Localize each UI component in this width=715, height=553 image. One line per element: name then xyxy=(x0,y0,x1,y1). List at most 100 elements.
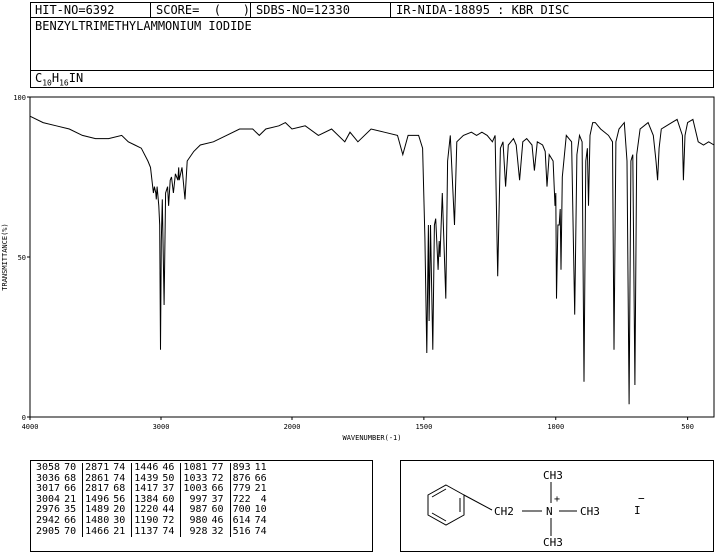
peak-transmittance: 72 xyxy=(160,515,182,527)
peak-wavenumber: 1439 xyxy=(134,472,159,484)
y-tick-label: 50 xyxy=(18,254,26,262)
peak-wavenumber: 1446 xyxy=(134,462,159,473)
peak-transmittance: 21 xyxy=(254,483,267,495)
peak-wavenumber: 2976 xyxy=(36,504,61,516)
peak-wavenumber: 928 xyxy=(189,525,208,537)
x-tick-label: 2000 xyxy=(284,423,301,431)
hit-number: HIT-NO=6392 xyxy=(35,3,115,17)
peak-transmittance: 4 xyxy=(260,493,267,505)
peak-wavenumber: 876 xyxy=(232,472,251,484)
molecular-formula: C10H16IN xyxy=(35,71,84,88)
ch3-right-label: CH3 xyxy=(580,505,600,518)
peak-wavenumber: 2861 xyxy=(85,472,110,484)
peak-row: 3058 70 2871 74 1446 46 1081 77 893 11 xyxy=(34,462,269,474)
peak-transmittance: 37 xyxy=(160,484,182,495)
peak-wavenumber: 1417 xyxy=(134,483,159,495)
x-tick-label: 500 xyxy=(681,423,694,431)
peak-row: 3004 21 1496 56 1384 60 997 37 722 4 xyxy=(34,493,269,506)
peak-transmittance: 46 xyxy=(160,462,182,474)
peak-table: 3058 70 2871 74 1446 46 1081 77 893 11 3036 68 2861 7… xyxy=(34,462,269,538)
ch3-top-label: CH3 xyxy=(543,469,563,482)
peak-row: 2976 35 1489 20 1220 44 987 60 700 10 xyxy=(34,505,269,516)
peak-transmittance: 50 xyxy=(160,473,182,485)
peak-wavenumber: 516 xyxy=(232,525,251,537)
header-divider-bottom xyxy=(30,70,714,71)
peak-wavenumber: 614 xyxy=(232,514,251,526)
peak-transmittance: 68 xyxy=(62,473,84,485)
structure-diagram: CH3 CH2 N + CH3 CH3 I − xyxy=(427,469,645,549)
peak-transmittance: 21 xyxy=(62,494,84,506)
peak-wavenumber: 1137 xyxy=(134,525,159,537)
peak-wavenumber: 2942 xyxy=(36,514,61,526)
peak-wavenumber: 997 xyxy=(189,493,208,505)
peak-transmittance: 70 xyxy=(62,526,84,538)
peak-transmittance: 56 xyxy=(111,494,133,506)
header-sep-2 xyxy=(250,2,251,18)
peak-transmittance: 37 xyxy=(209,494,231,506)
x-axis-label: WAVENUMBER(-1) xyxy=(342,434,401,442)
sdbs-number: SDBS-NO=12330 xyxy=(256,3,350,17)
peak-transmittance: 72 xyxy=(209,473,231,485)
peak-wavenumber: 3004 xyxy=(36,493,61,505)
peak-transmittance: 74 xyxy=(254,514,267,526)
peak-transmittance: 46 xyxy=(209,515,231,527)
peak-transmittance: 11 xyxy=(254,462,267,473)
peak-wavenumber: 987 xyxy=(189,504,208,516)
peak-wavenumber: 1003 xyxy=(183,483,208,495)
peak-transmittance: 60 xyxy=(160,494,182,506)
peak-wavenumber: 2905 xyxy=(36,525,61,537)
x-tick-label: 1000 xyxy=(547,423,564,431)
transmittance-series-line xyxy=(29,115,715,405)
y-axis-ticks: 100 50 0 xyxy=(13,94,30,422)
peak-wavenumber: 722 xyxy=(232,493,251,505)
peak-transmittance: 44 xyxy=(160,505,182,516)
peak-transmittance: 74 xyxy=(111,473,133,485)
structure-frame xyxy=(400,460,714,552)
peak-transmittance: 68 xyxy=(111,484,133,495)
peak-transmittance: 30 xyxy=(111,515,133,527)
peak-wavenumber: 700 xyxy=(232,504,251,516)
peak-wavenumber: 1033 xyxy=(183,472,208,484)
y-tick-label: 100 xyxy=(13,94,26,102)
peak-wavenumber: 1190 xyxy=(134,514,159,526)
peak-transmittance: 66 xyxy=(209,484,231,495)
peak-row: 3017 66 2817 68 1417 37 1003 66 779 21 xyxy=(34,484,269,495)
peak-wavenumber: 1220 xyxy=(134,504,159,516)
peak-wavenumber: 779 xyxy=(232,483,251,495)
peak-wavenumber: 1489 xyxy=(85,504,110,516)
ring-to-ch2-bond xyxy=(463,494,493,511)
ir-source: IR-NIDA-18895 : KBR DISC xyxy=(396,3,570,17)
peak-wavenumber: 1081 xyxy=(183,462,208,473)
peak-transmittance: 21 xyxy=(111,526,133,538)
y-tick-label: 0 xyxy=(22,414,26,422)
benzene-ring xyxy=(427,484,465,526)
y-axis-label: TRANSMITTANCE(%) xyxy=(1,223,9,290)
peak-transmittance: 74 xyxy=(111,462,133,474)
header-divider-top xyxy=(30,17,714,18)
x-tick-label: 4000 xyxy=(22,423,39,431)
peak-transmittance: 74 xyxy=(160,526,182,538)
peak-wavenumber: 893 xyxy=(232,462,251,473)
peak-transmittance: 74 xyxy=(254,525,267,537)
peak-wavenumber: 1496 xyxy=(85,493,110,505)
peak-wavenumber: 1466 xyxy=(85,525,110,537)
nitrogen-label: N xyxy=(546,505,553,518)
x-tick-label: 3000 xyxy=(153,423,170,431)
ch3-bottom-label: CH3 xyxy=(543,536,563,549)
ch2-label: CH2 xyxy=(494,505,514,518)
peak-wavenumber: 1480 xyxy=(85,514,110,526)
peak-transmittance: 60 xyxy=(209,505,231,516)
peak-wavenumber: 2817 xyxy=(85,483,110,495)
peak-transmittance: 66 xyxy=(62,484,84,495)
peak-transmittance: 20 xyxy=(111,505,133,516)
peak-transmittance: 35 xyxy=(62,505,84,516)
peak-row: 2905 70 1466 21 1137 74 928 32 516 74 xyxy=(34,525,269,538)
iodide-label: I xyxy=(634,504,641,517)
compound-name: BENZYLTRIMETHYLAMMONIUM IODIDE xyxy=(35,19,252,33)
plot-frame xyxy=(29,96,715,418)
peak-transmittance: 77 xyxy=(209,462,231,474)
header-frame xyxy=(30,2,714,88)
peak-wavenumber: 1384 xyxy=(134,493,159,505)
peak-wavenumber: 3058 xyxy=(36,462,61,473)
charge-plus: + xyxy=(554,494,560,505)
